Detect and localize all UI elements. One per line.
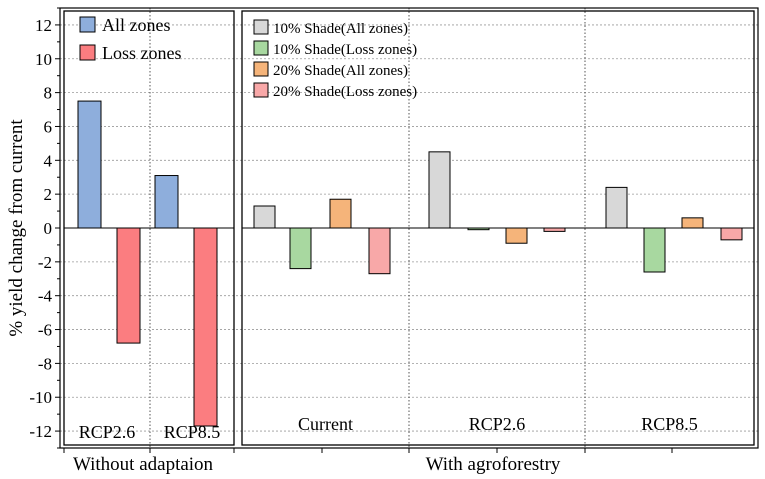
bar (605, 186, 628, 229)
bar (329, 198, 352, 229)
group-label: RCP8.5 (164, 422, 221, 442)
bar (116, 227, 141, 344)
legend-swatch (253, 19, 269, 35)
y-tick-label: 2 (44, 185, 53, 204)
legend-label: 20% Shade(Loss zones) (273, 84, 417, 100)
bar (77, 100, 102, 229)
legend-swatch (79, 44, 96, 61)
bar (154, 175, 179, 229)
bar (720, 227, 743, 241)
panel-frame (241, 10, 755, 446)
y-axis-label: % yield change from current (6, 119, 27, 337)
bar (368, 227, 391, 275)
bar (543, 227, 566, 232)
bar (643, 227, 666, 273)
legend-label: All zones (102, 15, 170, 35)
legend-swatch (253, 61, 269, 77)
y-tick-label: 12 (35, 16, 52, 35)
legend-swatch (253, 82, 269, 98)
bar (253, 205, 276, 229)
panel-frame (63, 10, 235, 446)
bar (681, 217, 704, 229)
y-tick-label: 0 (44, 219, 53, 238)
y-tick-label: 10 (35, 50, 52, 69)
y-tick-label: 6 (44, 117, 53, 136)
y-tick-label: -6 (38, 321, 52, 340)
y-tick-label: -4 (38, 287, 53, 306)
legend-swatch (79, 16, 96, 33)
legend-label: 20% Shade(All zones) (273, 63, 408, 79)
legend-label: Loss zones (102, 43, 182, 63)
legend-label: 10% Shade(All zones) (273, 21, 408, 37)
group-label: RCP8.5 (641, 414, 698, 434)
y-tick-label: 8 (44, 84, 53, 103)
bar (193, 227, 218, 427)
bar (505, 227, 528, 244)
legend-swatch (253, 40, 269, 56)
y-tick-label: -8 (38, 354, 52, 373)
y-tick-label: 4 (44, 151, 53, 170)
group-label: Current (298, 414, 353, 434)
legend-label: 10% Shade(Loss zones) (273, 42, 417, 58)
panel-label: With agroforestry (426, 454, 561, 475)
y-tick-label: -2 (38, 253, 52, 272)
y-tick-label: -12 (29, 422, 52, 441)
y-tick-label: -10 (29, 388, 52, 407)
bar (289, 227, 312, 270)
group-label: RCP2.6 (469, 414, 526, 434)
group-label: RCP2.6 (79, 422, 136, 442)
panel-label: Without adaptaion (73, 454, 214, 475)
bar (428, 151, 451, 229)
